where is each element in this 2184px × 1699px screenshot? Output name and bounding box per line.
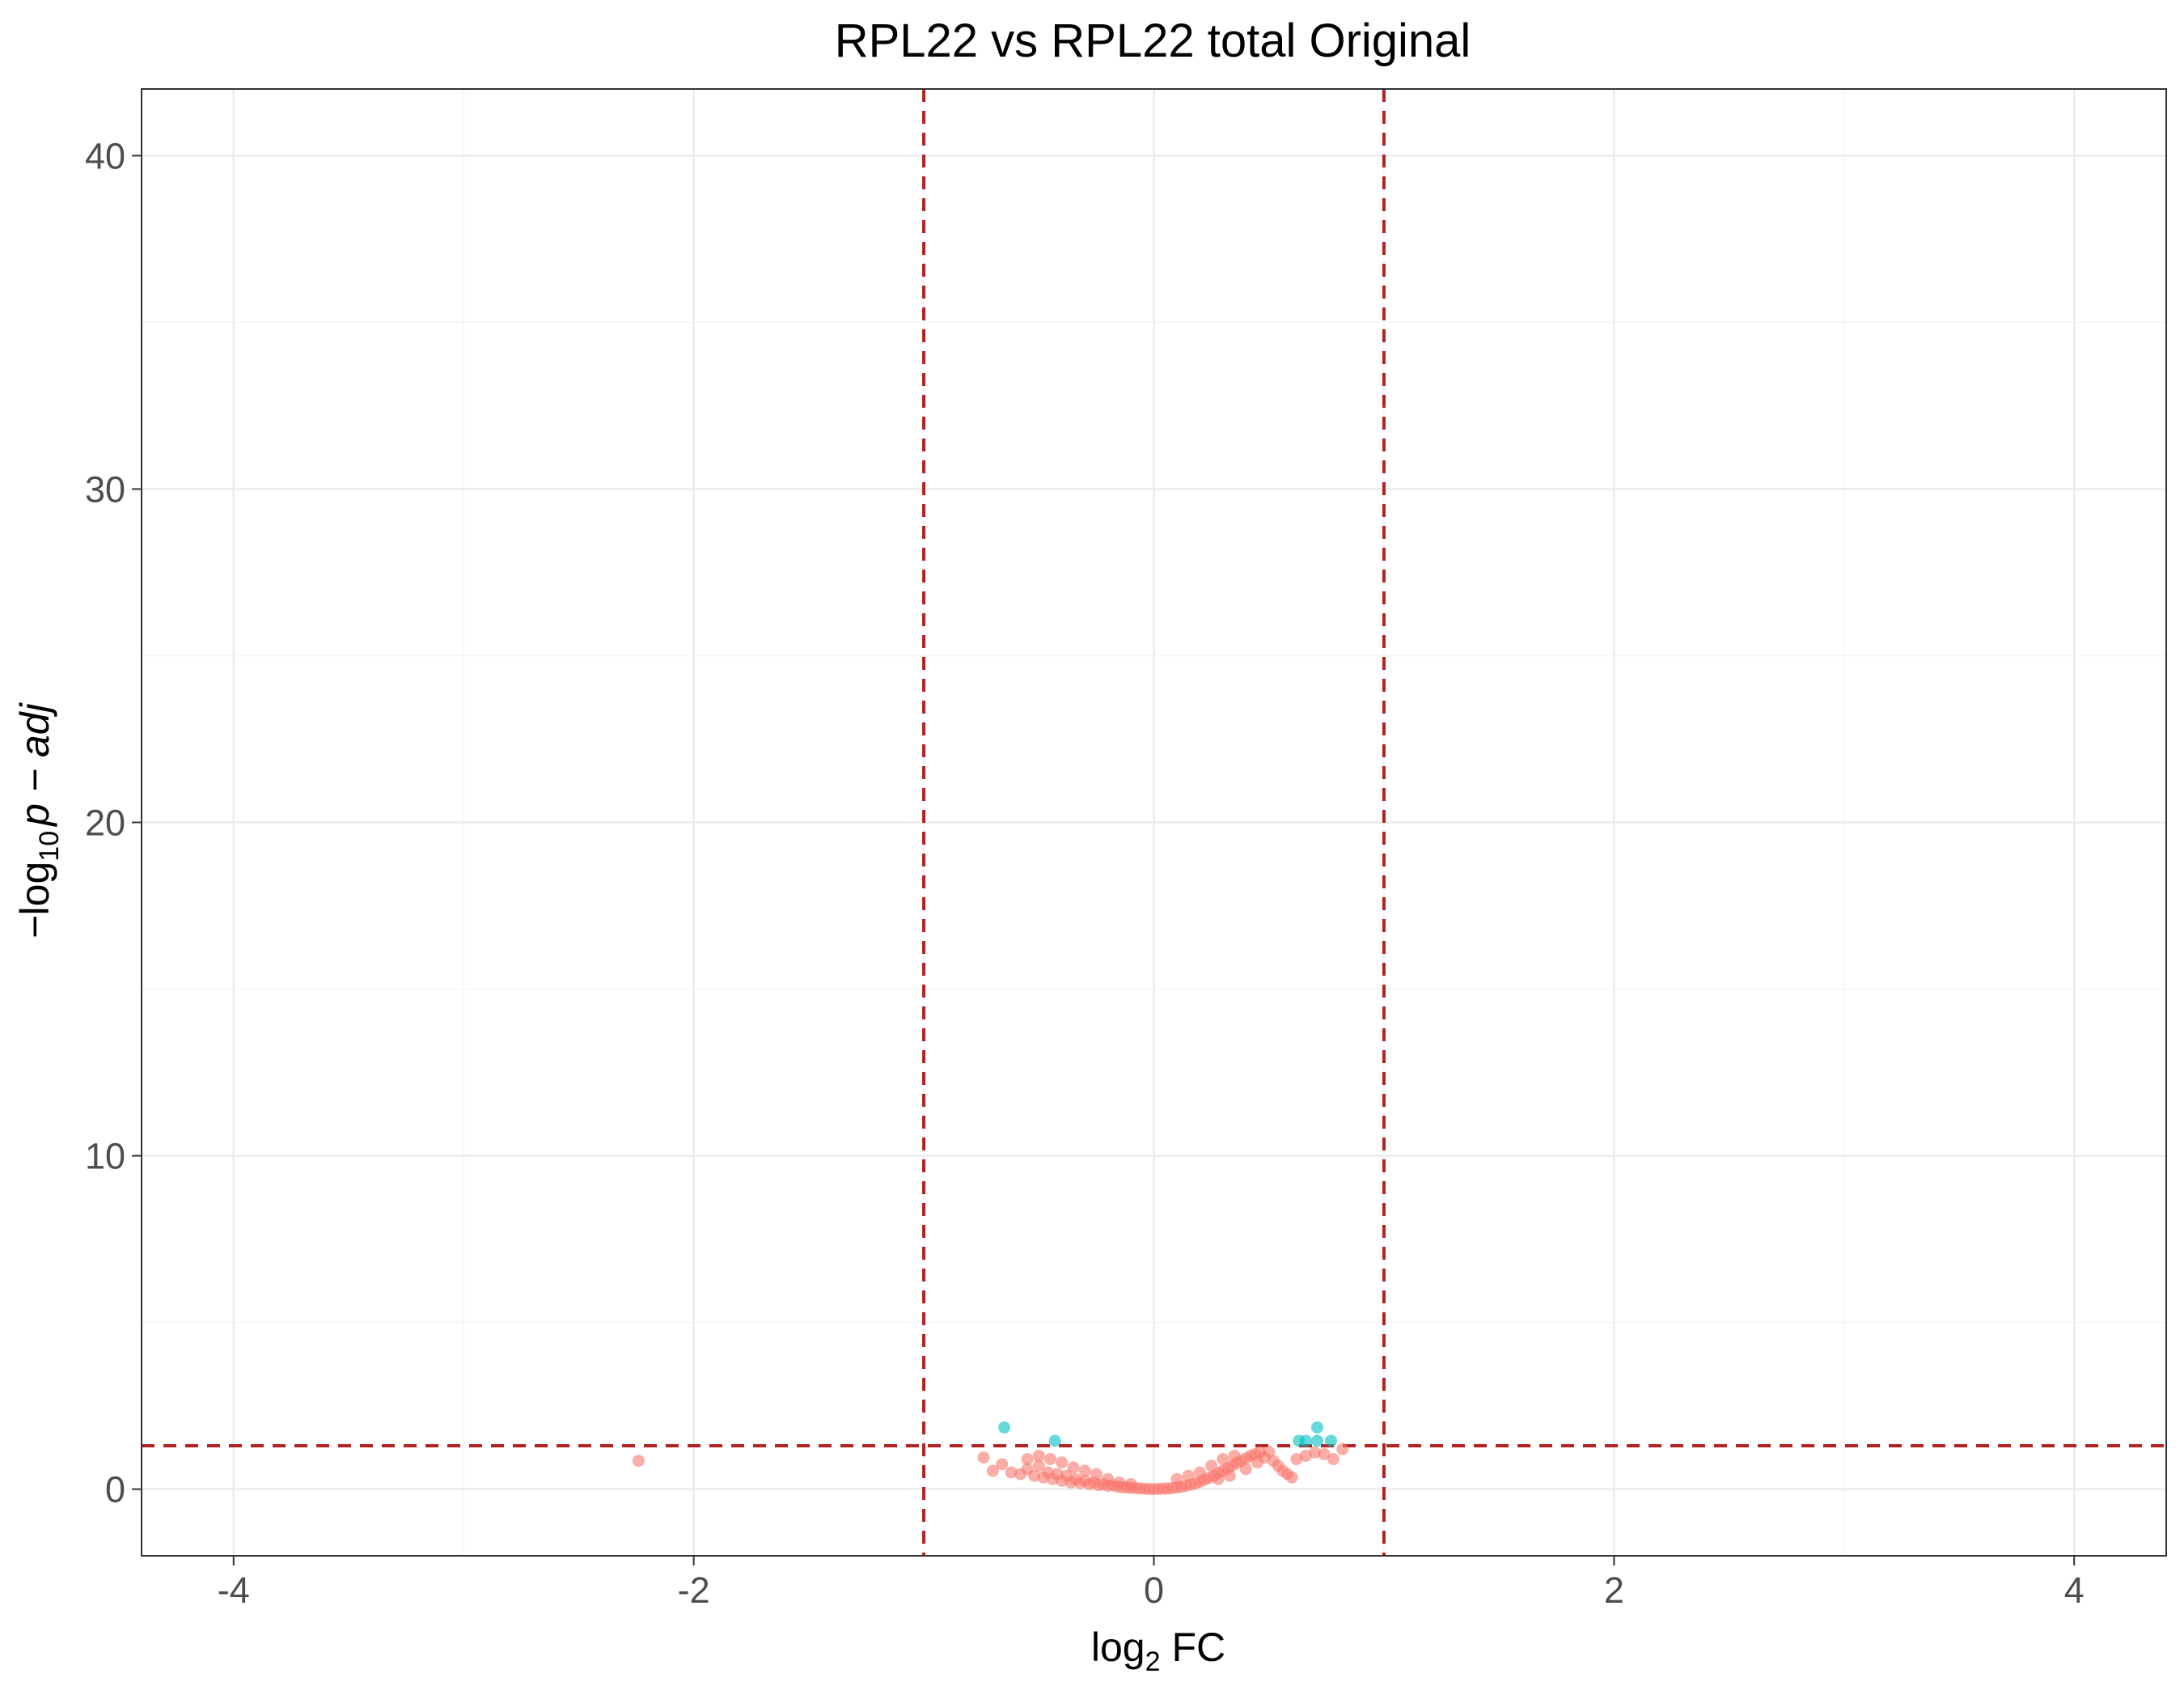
x-tick-label: 0 <box>1144 1570 1164 1611</box>
data-point <box>1078 1464 1091 1477</box>
data-point <box>986 1464 999 1477</box>
data-point <box>1193 1466 1206 1479</box>
data-point <box>1056 1456 1069 1469</box>
x-axis-ticks: -4 -2 0 2 4 <box>218 1556 2085 1611</box>
y-axis-title-subscript: 10 <box>34 831 65 862</box>
data-point <box>1318 1447 1331 1460</box>
y-axis-title-log: log <box>12 862 57 916</box>
data-point <box>1310 1434 1323 1447</box>
data-point <box>1263 1445 1276 1458</box>
y-tick-label: 30 <box>85 468 125 510</box>
threshold-lines <box>142 89 2166 1556</box>
x-tick-label: -2 <box>678 1570 710 1611</box>
data-point <box>1239 1463 1252 1476</box>
y-tick-label: 20 <box>85 803 125 844</box>
data-point <box>1124 1477 1137 1490</box>
data-point <box>1032 1460 1045 1472</box>
x-axis-title-fc: FC <box>1161 1625 1226 1670</box>
data-point <box>1090 1468 1103 1481</box>
y-axis-title: −log10 p − adj <box>12 701 65 938</box>
x-tick-label: 4 <box>2064 1570 2085 1611</box>
data-points <box>632 1421 1349 1496</box>
y-tick-label: 0 <box>105 1469 125 1510</box>
data-point <box>1005 1466 1018 1479</box>
data-point <box>1299 1449 1312 1462</box>
data-point <box>1170 1472 1183 1485</box>
x-tick-label: -4 <box>218 1570 250 1611</box>
data-point <box>1325 1434 1338 1447</box>
y-tick-label: 10 <box>85 1136 125 1177</box>
y-tick-label: 40 <box>85 135 125 176</box>
data-point <box>632 1455 645 1468</box>
y-axis-title-padj: p − adj <box>12 701 57 827</box>
y-axis-title-minus: − <box>12 915 57 938</box>
data-point <box>1205 1460 1218 1472</box>
data-point <box>1048 1434 1061 1447</box>
data-point <box>1336 1443 1349 1455</box>
x-axis-title-log: log <box>1091 1625 1145 1670</box>
data-point <box>1285 1471 1298 1484</box>
data-point <box>1223 1469 1236 1482</box>
x-axis-title-subscript: 2 <box>1145 1646 1161 1677</box>
data-point <box>1113 1476 1126 1489</box>
data-point <box>1044 1453 1057 1466</box>
data-point <box>1182 1469 1195 1482</box>
y-axis-ticks: 0 10 20 30 40 <box>85 135 142 1510</box>
data-point <box>1102 1472 1115 1485</box>
chart-title: RPL22 vs RPL22 total Original <box>835 15 1471 67</box>
data-point <box>1327 1453 1340 1466</box>
data-point <box>1021 1453 1034 1466</box>
data-point <box>1228 1449 1241 1462</box>
data-point <box>1299 1434 1312 1447</box>
data-point <box>1309 1446 1322 1459</box>
x-tick-label: 2 <box>1604 1570 1624 1611</box>
x-axis-title: log2 FC <box>1091 1625 1225 1677</box>
data-point <box>1310 1421 1323 1434</box>
data-point <box>1212 1472 1225 1485</box>
data-point <box>1217 1453 1230 1466</box>
data-point <box>977 1451 990 1464</box>
data-point <box>1032 1449 1045 1462</box>
data-point <box>998 1421 1011 1434</box>
data-point <box>1290 1453 1303 1466</box>
data-point <box>1251 1456 1263 1469</box>
data-point <box>1067 1461 1080 1474</box>
data-point <box>996 1458 1009 1471</box>
data-point <box>1028 1469 1041 1482</box>
